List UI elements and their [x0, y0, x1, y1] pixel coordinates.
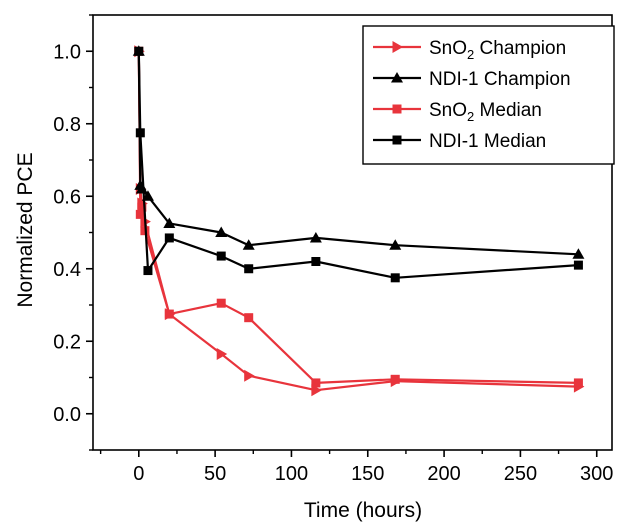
data-point [141, 190, 154, 201]
data-point [143, 266, 153, 276]
data-point [163, 217, 176, 228]
data-point [572, 248, 585, 259]
data-point [135, 209, 145, 219]
legend-marker [392, 135, 402, 145]
legend: SnO2 Champion NDI-1 Champion SnO2 Median ND… [362, 25, 615, 165]
data-point [390, 374, 400, 384]
x-tick-label: 50 [204, 463, 226, 485]
x-tick-label: 0 [133, 463, 144, 485]
data-point [137, 202, 147, 212]
data-point [215, 226, 228, 237]
legend-marker [392, 41, 403, 53]
data-point [390, 273, 400, 283]
x-tick-label: 250 [504, 463, 537, 485]
x-axis-title: Time (hours) [304, 499, 422, 522]
data-point [311, 378, 321, 388]
y-tick-label: 1.0 [53, 41, 81, 63]
data-point [135, 183, 148, 194]
data-point [311, 257, 321, 266]
legend-marker [392, 104, 402, 114]
y-tick-label: 0.4 [53, 259, 81, 281]
legend-entry: NDI-1 Champion [373, 69, 571, 90]
data-point [244, 369, 255, 382]
data-point [573, 260, 583, 270]
y-axis-title: Normalized PCE [14, 152, 37, 307]
axes: 0 50 100 150 200 250 300 0.0 0.2 0.4 0.6 0.8 1.0 [53, 14, 613, 485]
data-point [216, 298, 226, 308]
x-tick-label: 100 [275, 463, 308, 485]
data-point [573, 378, 583, 388]
legend-label: SnO2 Median [429, 100, 542, 124]
data-point [242, 239, 255, 250]
legend-label: SnO2 Champion [429, 38, 566, 62]
data-point [244, 313, 254, 323]
plot-area [132, 45, 585, 397]
data-point [389, 239, 402, 250]
y-tick-label: 0.6 [53, 186, 81, 208]
data-point [216, 251, 226, 261]
data-point [309, 231, 322, 243]
y-tick-label: 0.0 [53, 404, 81, 426]
x-tick-label: 300 [580, 463, 613, 485]
data-point [132, 45, 145, 56]
data-point [244, 264, 254, 274]
series-2 [132, 45, 585, 259]
data-point [216, 347, 228, 360]
legend-entry: NDI-1 Median [373, 131, 546, 152]
data-point [164, 233, 174, 243]
legend-label: NDI-1 Median [429, 131, 546, 152]
x-tick-label: 200 [427, 463, 460, 485]
y-tick-label: 0.8 [53, 114, 81, 136]
legend-entry: SnO2 Median [373, 100, 542, 124]
legend-marker [391, 72, 403, 83]
x-tick-label: 150 [351, 463, 384, 485]
y-tick-label: 0.2 [53, 331, 81, 353]
legend-label: NDI-1 Champion [429, 69, 571, 90]
legend-entry: SnO2 Champion [373, 38, 566, 62]
data-point [164, 309, 174, 319]
